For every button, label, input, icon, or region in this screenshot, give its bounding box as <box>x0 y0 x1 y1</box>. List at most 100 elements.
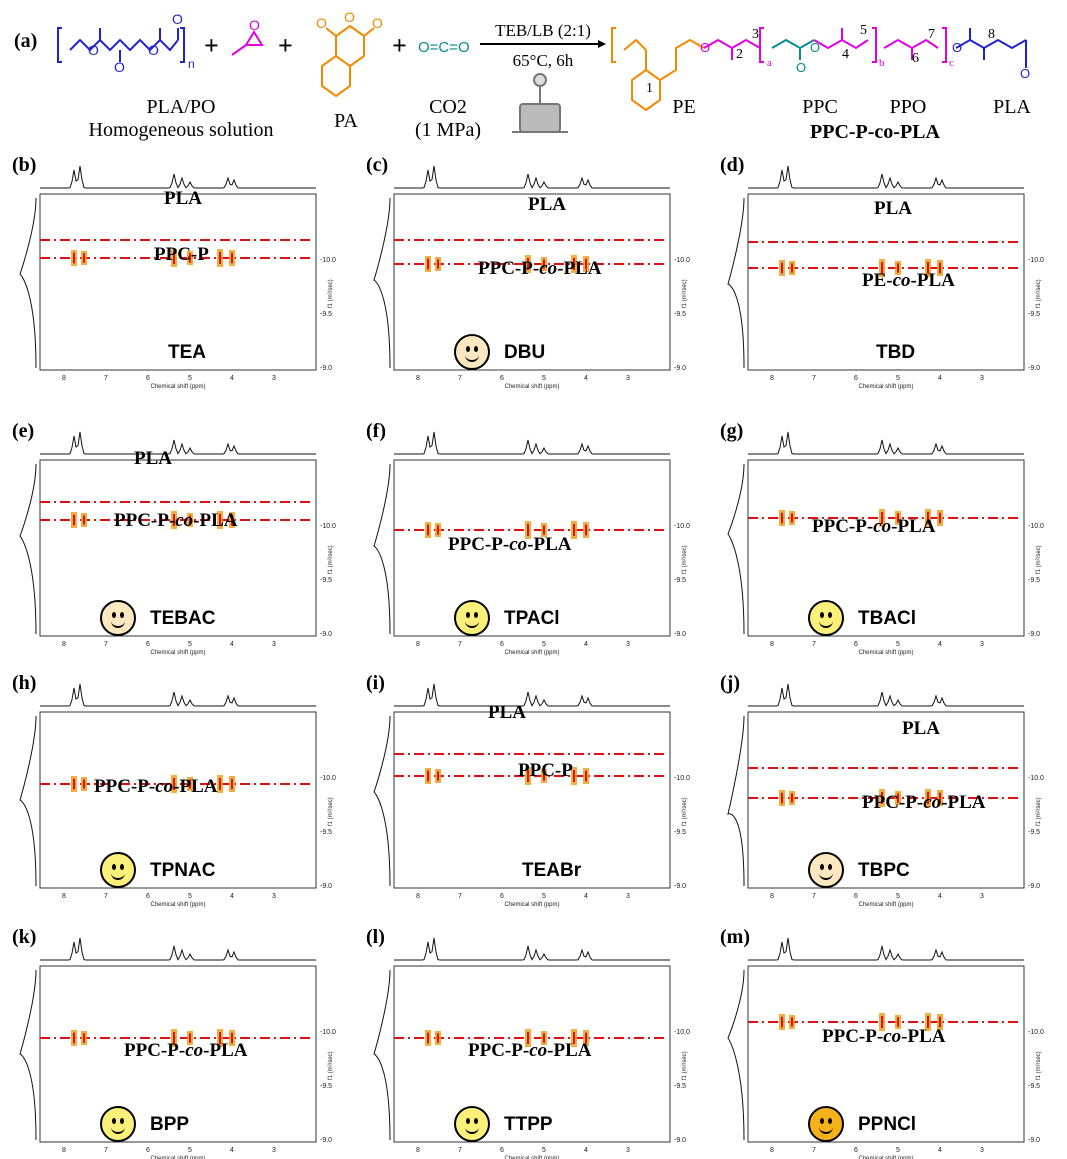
dosy-panel: 8 7 6 5 4 3 Chemical shift (ppm) -10.0 -9.5 -9.0 f… <box>12 420 336 656</box>
cross-peak-core <box>781 512 783 524</box>
catalyst-label: TBPC <box>858 860 910 881</box>
y-tick-label: -9.0 <box>320 883 332 890</box>
x-tick-label: 8 <box>62 1147 66 1154</box>
species-label: PLA <box>488 702 526 723</box>
svg-text:65°C, 6h: 65°C, 6h <box>513 51 574 70</box>
plot-frame <box>747 965 1025 1143</box>
diffusion-projection <box>727 969 745 1141</box>
svg-text:O: O <box>172 11 183 27</box>
cross-peak-core <box>189 779 191 789</box>
cross-peak-core <box>881 262 883 274</box>
cross-peak-core <box>585 770 587 782</box>
diffusion-projection <box>727 463 745 635</box>
species-label: PLA <box>874 198 912 219</box>
y-tick-label: -10.0 <box>320 1029 336 1036</box>
svg-text:O: O <box>1020 66 1030 81</box>
panel-letter: (k) <box>12 926 37 948</box>
plot-frame <box>39 193 317 371</box>
cross-peak-core <box>781 792 783 804</box>
x-tick-label: 7 <box>104 375 108 382</box>
scheme-structures: O O O O n + O + O O O + O=C=O TEB/LB (2:… <box>57 9 1030 133</box>
svg-text:1: 1 <box>646 81 653 96</box>
diffusion-projection <box>727 197 745 369</box>
dosy-panel: 8 7 6 5 4 3 Chemical shift (ppm) -10.0 -9.5 -9.0 f… <box>12 672 336 908</box>
svg-text:6: 6 <box>912 51 919 66</box>
diffusion-projection <box>19 715 37 887</box>
x-tick-label: 7 <box>458 641 462 648</box>
panel-letter: (m) <box>720 926 750 948</box>
dosy-panel: 8 7 6 5 4 3 Chemical shift (ppm) -10.0 -9.5 -9.0 f… <box>366 672 690 908</box>
panel-letter: (e) <box>12 420 35 442</box>
x-tick-label: 4 <box>584 893 588 900</box>
x-tick-label: 4 <box>230 375 234 382</box>
x-tick-label: 6 <box>500 893 504 900</box>
cross-peak-core <box>73 252 75 264</box>
y-tick-label: -9.0 <box>674 631 686 638</box>
cross-peak-core <box>791 793 793 803</box>
cross-peak-core <box>73 778 75 790</box>
x-tick-label: 8 <box>62 641 66 648</box>
x-axis-label: Chemical shift (ppm) <box>150 1156 205 1159</box>
x-axis-label: Chemical shift (ppm) <box>150 902 205 908</box>
y-tick-label: -9.5 <box>1028 311 1040 318</box>
cross-peak-core <box>83 253 85 263</box>
x-tick-label: 5 <box>542 641 546 648</box>
plot-frame <box>39 459 317 637</box>
cross-peak-core <box>573 524 575 536</box>
x-tick-label: 7 <box>104 893 108 900</box>
cross-peak-core <box>73 514 75 526</box>
dosy-plot: 8 7 6 5 4 3 Chemical shift (ppm) -10.0 -9.5 -9.0 f… <box>727 683 1044 908</box>
cross-peak-core <box>173 778 175 790</box>
pe-label: PE <box>672 96 696 118</box>
y-axis-label: f1 (m²/sec) <box>328 545 334 574</box>
svg-text:3: 3 <box>752 27 759 42</box>
svg-text:O: O <box>316 15 327 31</box>
x-tick-label: 3 <box>272 1147 276 1154</box>
panel-letter: (d) <box>720 154 745 176</box>
proton-spectrum <box>748 937 1024 961</box>
pla-structure <box>57 27 185 63</box>
x-tick-label: 7 <box>812 1147 816 1154</box>
dosy-plot: 8 7 6 5 4 3 Chemical shift (ppm) -10.0 -9.5 -9.0 f… <box>19 431 336 656</box>
x-tick-label: 7 <box>812 375 816 382</box>
svg-text:O: O <box>796 60 806 75</box>
catalyst-label: TEBAC <box>150 608 216 629</box>
proton-spectrum <box>40 937 316 961</box>
cross-peak-core <box>927 512 929 524</box>
y-tick-label: -9.0 <box>1028 883 1040 890</box>
cross-peak-core <box>881 512 883 524</box>
y-tick-label: -9.5 <box>1028 1083 1040 1090</box>
y-tick-label: -10.0 <box>674 523 690 530</box>
x-tick-label: 3 <box>626 375 630 382</box>
smiley-icon <box>100 600 136 636</box>
cross-peak-core <box>527 258 529 270</box>
cross-peak-core <box>585 258 587 270</box>
cross-peak-core <box>231 252 233 264</box>
proton-spectrum <box>748 165 1024 189</box>
catalyst-label: TTPP <box>504 1114 553 1135</box>
dosy-panel: 8 7 6 5 4 3 Chemical shift (ppm) -10.0 -9.5 -9.0 f… <box>720 926 1044 1159</box>
y-tick-label: -9.0 <box>674 1137 686 1144</box>
atom-numbers: 1 2 3 4 5 6 7 8 <box>646 23 995 96</box>
proton-spectrum <box>40 431 316 455</box>
pla-label: PLA <box>993 96 1031 118</box>
catalyst-label: TPACl <box>504 608 560 629</box>
cross-peak-core <box>173 514 175 526</box>
cross-peak-core <box>219 252 221 264</box>
catalyst-label: PPNCl <box>858 1114 917 1135</box>
species-label: PPC-P-co-PLA <box>124 1040 248 1061</box>
x-tick-label: 5 <box>896 893 900 900</box>
cross-peak-core <box>427 770 429 782</box>
x-tick-label: 6 <box>854 375 858 382</box>
y-axis-label: f1 (m²/sec) <box>328 1051 334 1080</box>
y-axis-label: f1 (m²/sec) <box>328 797 334 826</box>
y-tick-label: -10.0 <box>1028 1029 1044 1036</box>
cross-peak-core <box>897 263 899 273</box>
y-tick-label: -10.0 <box>1028 775 1044 782</box>
diffusion-projection <box>727 715 745 887</box>
cross-peak-core <box>543 525 545 535</box>
cross-peak-core <box>73 1032 75 1044</box>
svg-text:O: O <box>372 15 383 31</box>
svg-text:a: a <box>767 57 772 69</box>
x-axis-label: Chemical shift (ppm) <box>858 902 913 908</box>
